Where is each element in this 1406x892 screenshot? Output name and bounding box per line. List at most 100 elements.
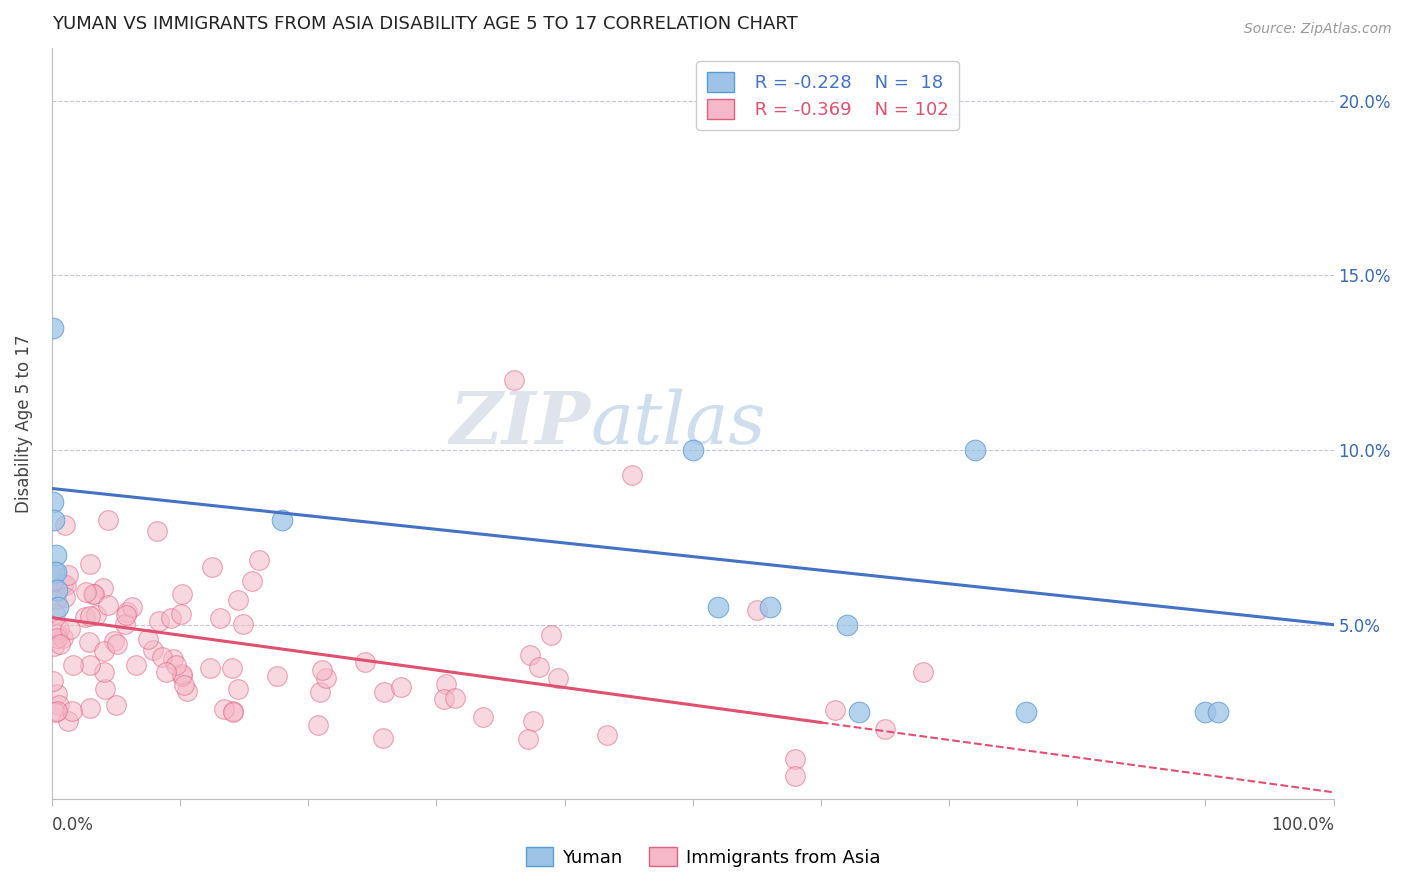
Immigrants from Asia xyxy=(73,609,96,624)
Immigrants from Asia xyxy=(125,658,148,673)
Immigrants from Asia xyxy=(46,704,69,718)
Text: atlas: atlas xyxy=(591,389,766,459)
Immigrants from Asia xyxy=(595,728,617,742)
Immigrants from Asia xyxy=(209,610,232,624)
Immigrants from Asia xyxy=(51,577,73,591)
Immigrants from Asia xyxy=(228,682,250,697)
Yuman xyxy=(44,566,66,580)
Immigrants from Asia xyxy=(114,617,136,632)
Immigrants from Asia xyxy=(472,710,495,724)
Immigrants from Asia xyxy=(172,669,194,683)
Immigrants from Asia xyxy=(307,718,329,732)
Immigrants from Asia xyxy=(60,704,83,718)
Immigrants from Asia xyxy=(115,607,138,622)
Immigrants from Asia xyxy=(46,632,69,646)
Immigrants from Asia xyxy=(222,704,245,718)
Immigrants from Asia xyxy=(97,598,120,612)
Immigrants from Asia xyxy=(75,584,97,599)
Immigrants from Asia xyxy=(170,607,193,621)
Yuman xyxy=(963,443,986,458)
Immigrants from Asia xyxy=(162,652,184,666)
Yuman xyxy=(835,617,858,632)
Immigrants from Asia xyxy=(371,731,394,745)
Immigrants from Asia xyxy=(79,557,101,571)
Immigrants from Asia xyxy=(228,593,250,607)
Immigrants from Asia xyxy=(155,665,177,680)
Text: YUMAN VS IMMIGRANTS FROM ASIA DISABILITY AGE 5 TO 17 CORRELATION CHART: YUMAN VS IMMIGRANTS FROM ASIA DISABILITY… xyxy=(52,15,797,33)
Yuman xyxy=(46,600,69,615)
Immigrants from Asia xyxy=(745,602,768,616)
Immigrants from Asia xyxy=(83,587,105,601)
Immigrants from Asia xyxy=(79,608,101,623)
Immigrants from Asia xyxy=(49,637,72,651)
Immigrants from Asia xyxy=(912,665,935,680)
Immigrants from Asia xyxy=(44,705,66,719)
Immigrants from Asia xyxy=(160,611,183,625)
Immigrants from Asia xyxy=(172,587,194,601)
Immigrants from Asia xyxy=(142,643,165,657)
Immigrants from Asia xyxy=(93,665,115,680)
Immigrants from Asia xyxy=(785,769,807,783)
Text: Source: ZipAtlas.com: Source: ZipAtlas.com xyxy=(1244,22,1392,37)
Immigrants from Asia xyxy=(444,690,467,705)
Yuman xyxy=(707,600,730,615)
Immigrants from Asia xyxy=(103,634,125,648)
Immigrants from Asia xyxy=(79,701,101,715)
Immigrants from Asia xyxy=(240,574,263,589)
Yuman xyxy=(42,495,65,509)
Immigrants from Asia xyxy=(783,752,806,766)
Yuman xyxy=(45,566,67,580)
Immigrants from Asia xyxy=(136,632,159,646)
Immigrants from Asia xyxy=(221,661,243,675)
Immigrants from Asia xyxy=(79,657,101,672)
Immigrants from Asia xyxy=(104,698,127,712)
Legend: Yuman, Immigrants from Asia: Yuman, Immigrants from Asia xyxy=(519,840,887,874)
Immigrants from Asia xyxy=(105,637,128,651)
Immigrants from Asia xyxy=(94,681,117,696)
Immigrants from Asia xyxy=(53,590,76,604)
Immigrants from Asia xyxy=(433,692,456,706)
Immigrants from Asia xyxy=(55,517,77,532)
Immigrants from Asia xyxy=(55,578,77,592)
Immigrants from Asia xyxy=(173,678,195,692)
Immigrants from Asia xyxy=(45,626,67,640)
Immigrants from Asia xyxy=(434,677,457,691)
Yuman xyxy=(1206,705,1229,719)
Immigrants from Asia xyxy=(315,671,337,685)
Yuman xyxy=(271,513,294,527)
Yuman xyxy=(1015,705,1038,719)
Immigrants from Asia xyxy=(540,628,562,642)
Text: ZIP: ZIP xyxy=(450,388,591,459)
Immigrants from Asia xyxy=(42,574,65,588)
Immigrants from Asia xyxy=(873,722,896,736)
Immigrants from Asia xyxy=(48,698,70,713)
Yuman xyxy=(42,321,65,335)
Immigrants from Asia xyxy=(121,599,143,614)
Immigrants from Asia xyxy=(146,524,169,539)
Immigrants from Asia xyxy=(247,553,270,567)
Immigrants from Asia xyxy=(52,631,75,645)
Immigrants from Asia xyxy=(547,671,569,685)
Y-axis label: Disability Age 5 to 17: Disability Age 5 to 17 xyxy=(15,334,32,513)
Text: 100.0%: 100.0% xyxy=(1271,816,1334,834)
Immigrants from Asia xyxy=(522,714,544,728)
Immigrants from Asia xyxy=(172,666,194,681)
Text: 0.0%: 0.0% xyxy=(52,816,94,834)
Yuman xyxy=(45,582,67,597)
Immigrants from Asia xyxy=(519,648,541,662)
Immigrants from Asia xyxy=(373,685,395,699)
Immigrants from Asia xyxy=(354,656,377,670)
Immigrants from Asia xyxy=(44,607,66,622)
Immigrants from Asia xyxy=(824,703,846,717)
Immigrants from Asia xyxy=(46,687,69,701)
Immigrants from Asia xyxy=(176,684,198,698)
Immigrants from Asia xyxy=(200,560,222,574)
Immigrants from Asia xyxy=(58,567,80,582)
Immigrants from Asia xyxy=(59,623,82,637)
Immigrants from Asia xyxy=(212,702,235,716)
Immigrants from Asia xyxy=(621,467,644,482)
Yuman xyxy=(44,513,66,527)
Immigrants from Asia xyxy=(150,649,173,664)
Immigrants from Asia xyxy=(266,668,288,682)
Immigrants from Asia xyxy=(165,657,187,672)
